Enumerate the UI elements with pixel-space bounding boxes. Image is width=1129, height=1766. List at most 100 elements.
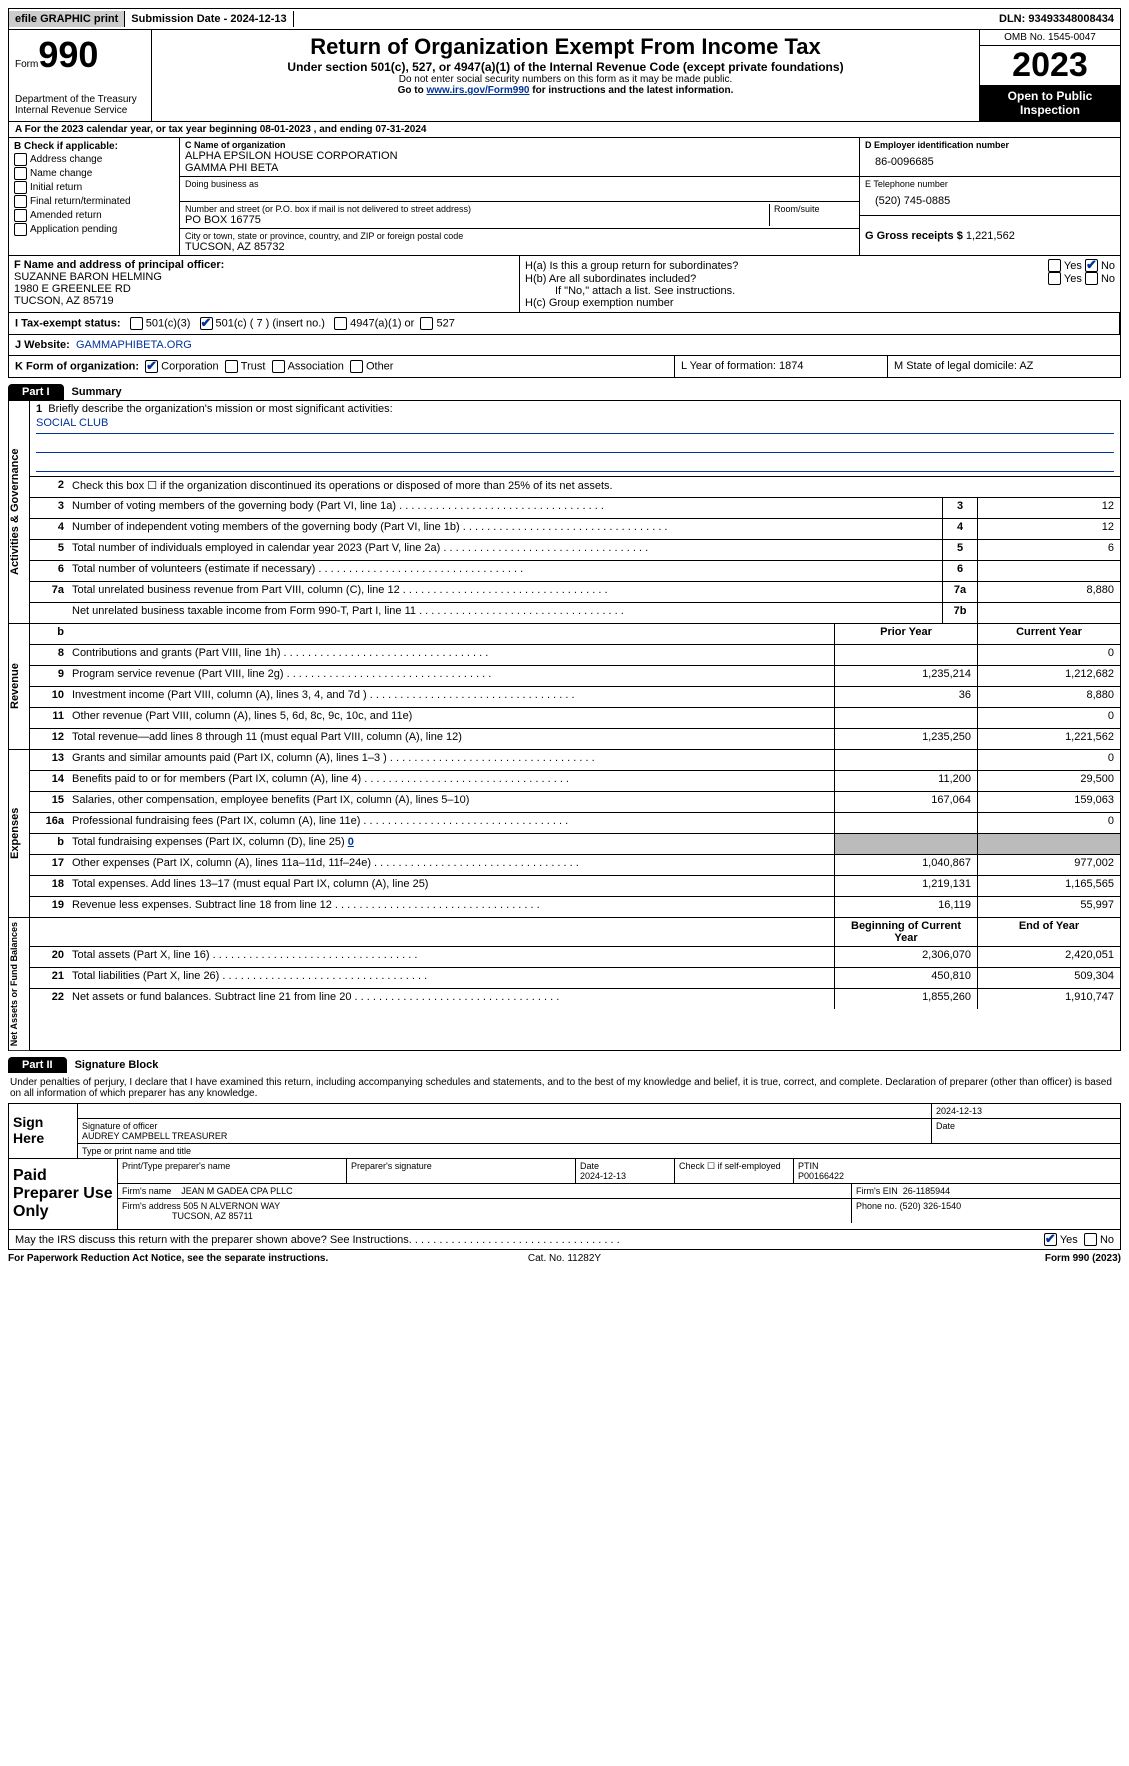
discuss-no[interactable] [1084,1233,1097,1246]
paid-preparer-label: Paid Preparer Use Only [9,1159,118,1229]
chk-initial-return[interactable]: Initial return [14,181,174,194]
firm-addr2: TUCSON, AZ 85711 [172,1211,253,1221]
sign-here-block: Sign Here 2024-12-13 Signature of office… [8,1103,1121,1159]
firm-name: JEAN M GADEA CPA PLLC [181,1186,292,1196]
chk-4947[interactable] [334,317,347,330]
submission-date: Submission Date - 2024-12-13 [125,11,293,27]
prior-15: 167,064 [834,792,977,812]
chk-association[interactable] [272,360,285,373]
efile-print-button[interactable]: efile GRAPHIC print [9,11,125,27]
city-state-zip: TUCSON, AZ 85732 [185,241,854,253]
line-8: Contributions and grants (Part VIII, lin… [68,645,834,665]
prior-18: 1,219,131 [834,876,977,896]
chk-501c3[interactable] [130,317,143,330]
cur-21: 509,304 [977,968,1120,988]
chk-final-return[interactable]: Final return/terminated [14,195,174,208]
prior-9: 1,235,214 [834,666,977,686]
line-21: Total liabilities (Part X, line 26) [68,968,834,988]
cur-15: 159,063 [977,792,1120,812]
chk-name-change[interactable]: Name change [14,167,174,180]
hdr-current: Current Year [977,624,1120,644]
grey-16b-1 [834,834,977,854]
line-5: Total number of individuals employed in … [68,540,942,560]
cur-19: 55,997 [977,897,1120,917]
cur-22: 1,910,747 [977,989,1120,1009]
cur-11: 0 [977,708,1120,728]
prior-21: 450,810 [834,968,977,988]
cur-17: 977,002 [977,855,1120,875]
prior-14: 11,200 [834,771,977,791]
ssn-warning: Do not enter social security numbers on … [162,74,969,85]
val-4: 12 [977,519,1120,539]
dln: DLN: 93493348008434 [993,11,1120,27]
sig-date-top: 2024-12-13 [932,1104,1120,1118]
revenue-block: Revenue bPrior YearCurrent Year 8Contrib… [8,624,1121,750]
line-19: Revenue less expenses. Subtract line 18 … [68,897,834,917]
city-cell: City or town, state or province, country… [180,229,859,255]
discuss-yes[interactable] [1044,1233,1057,1246]
cur-8: 0 [977,645,1120,665]
line-12: Total revenue—add lines 8 through 11 (mu… [68,729,834,749]
officer-name: SUZANNE BARON HELMING [14,271,514,283]
irs-link[interactable]: www.irs.gov/Form990 [426,85,529,96]
officer-addr2: TUCSON, AZ 85719 [14,295,514,307]
line-15: Salaries, other compensation, employee b… [68,792,834,812]
form-subtitle: Under section 501(c), 527, or 4947(a)(1)… [162,60,969,74]
prior-17: 1,040,867 [834,855,977,875]
gross-receipts-cell: G Gross receipts $ 1,221,562 [860,216,1120,244]
prior-20: 2,306,070 [834,947,977,967]
box-f: F Name and address of principal officer:… [9,256,520,312]
firm-phone: (520) 326-1540 [900,1201,962,1211]
val-7b [977,603,1120,623]
chk-trust[interactable] [225,360,238,373]
identity-grid: B Check if applicable: Address change Na… [8,138,1121,256]
val-7a: 8,880 [977,582,1120,602]
cur-12: 1,221,562 [977,729,1120,749]
footer: For Paperwork Reduction Act Notice, see … [8,1250,1121,1267]
line-7b: Net unrelated business taxable income fr… [68,603,942,623]
tax-year: 2023 [980,46,1120,85]
line-6: Total number of volunteers (estimate if … [68,561,942,581]
side-tab-net: Net Assets or Fund Balances [9,918,30,1050]
ha-yes[interactable] [1048,259,1061,272]
chk-501c[interactable] [200,317,213,330]
hdr-begin: Beginning of Current Year [834,918,977,946]
chk-amended-return[interactable]: Amended return [14,209,174,222]
officer-group-row: F Name and address of principal officer:… [8,256,1121,313]
form-number: 990 [38,34,98,75]
form-id-box: Form990 Department of the Treasury Inter… [9,30,152,121]
tax-status-row: I Tax-exempt status: 501(c)(3) 501(c) ( … [8,313,1121,335]
fundraising-link[interactable]: 0 [348,836,354,848]
discuss-row: May the IRS discuss this return with the… [8,1230,1121,1250]
line-2: Check this box ☐ if the organization dis… [68,477,1120,497]
org-name-1: ALPHA EPSILON HOUSE CORPORATION [185,150,854,162]
hb-no[interactable] [1085,272,1098,285]
box-h: H(a) Is this a group return for subordin… [520,256,1120,312]
cur-9: 1,212,682 [977,666,1120,686]
chk-address-change[interactable]: Address change [14,153,174,166]
part-i-header: Part ISummary [8,378,1121,400]
line-18: Total expenses. Add lines 13–17 (must eq… [68,876,834,896]
cur-13: 0 [977,750,1120,770]
goto-line: Go to www.irs.gov/Form990 for instructio… [162,85,969,96]
self-employed-check[interactable]: Check ☐ if self-employed [675,1159,794,1183]
box-b: B Check if applicable: Address change Na… [9,138,180,255]
chk-corporation[interactable] [145,360,158,373]
chk-application-pending[interactable]: Application pending [14,223,174,236]
prior-16a [834,813,977,833]
cat-no: Cat. No. 11282Y [379,1253,750,1264]
box-d: D Employer identification number 86-0096… [860,138,1120,255]
gross-receipts-value: 1,221,562 [966,230,1015,242]
ptin-value: P00166422 [798,1171,844,1181]
chk-other[interactable] [350,360,363,373]
org-name-cell: C Name of organization ALPHA EPSILON HOU… [180,138,859,177]
ha-no[interactable] [1085,259,1098,272]
website-value: GAMMAPHIBETA.ORG [76,339,192,351]
klm-row: K Form of organization: Corporation Trus… [8,356,1121,378]
prior-13 [834,750,977,770]
expenses-block: Expenses 13Grants and similar amounts pa… [8,750,1121,918]
hb-yes[interactable] [1048,272,1061,285]
telephone-cell: E Telephone number (520) 745-0885 [860,177,1120,216]
chk-527[interactable] [420,317,433,330]
line-20: Total assets (Part X, line 16) [68,947,834,967]
